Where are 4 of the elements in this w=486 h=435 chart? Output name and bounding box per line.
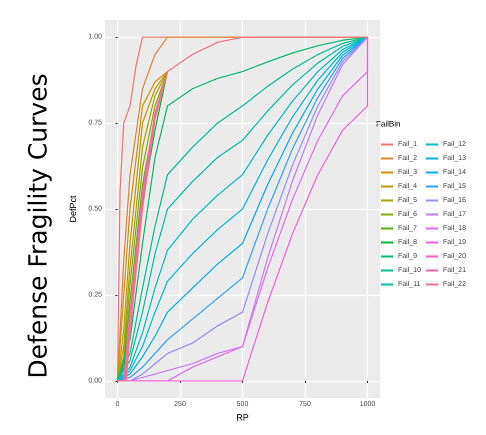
text: Defense Fragility Curves: [24, 73, 52, 379]
y-axis-title: DefPct: [68, 195, 78, 223]
x-axis-title: RP: [236, 412, 249, 422]
legend-title: FailBin: [376, 120, 400, 128]
